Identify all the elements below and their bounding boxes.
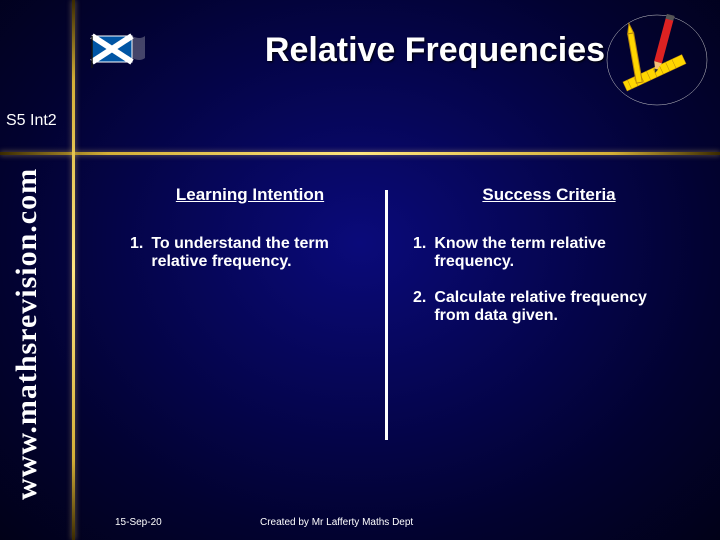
item-number: 1. [413,235,426,271]
footer-date: 15-Sep-20 [115,517,162,528]
footer-credit: Created by Mr Lafferty Maths Dept [260,517,413,528]
sidebar-url: www.mathsrevision.com [10,168,44,500]
item-number: 2. [413,289,426,325]
item-text: To understand the term relative frequenc… [151,235,370,271]
learning-intention-heading: Learning Intention [130,185,370,205]
item-text: Know the term relative frequency. [434,235,685,271]
flag-icon [90,30,150,70]
learning-intention-column: Learning Intention 1. To understand the … [105,185,385,440]
list-item: 1. To understand the term relative frequ… [130,235,370,271]
item-number: 1. [130,235,143,271]
item-text: Calculate relative frequency from data g… [434,289,685,325]
maths-tools-icon [602,8,712,108]
success-criteria-heading: Success Criteria [413,185,685,205]
list-item: 1. Know the term relative frequency. [413,235,685,271]
content-area: Learning Intention 1. To understand the … [105,185,700,440]
gold-horizontal-line [0,152,720,155]
list-item: 2. Calculate relative frequency from dat… [413,289,685,325]
gold-vertical-line [72,0,75,540]
level-label: S5 Int2 [6,112,57,130]
success-criteria-column: Success Criteria 1. Know the term relati… [388,185,700,440]
